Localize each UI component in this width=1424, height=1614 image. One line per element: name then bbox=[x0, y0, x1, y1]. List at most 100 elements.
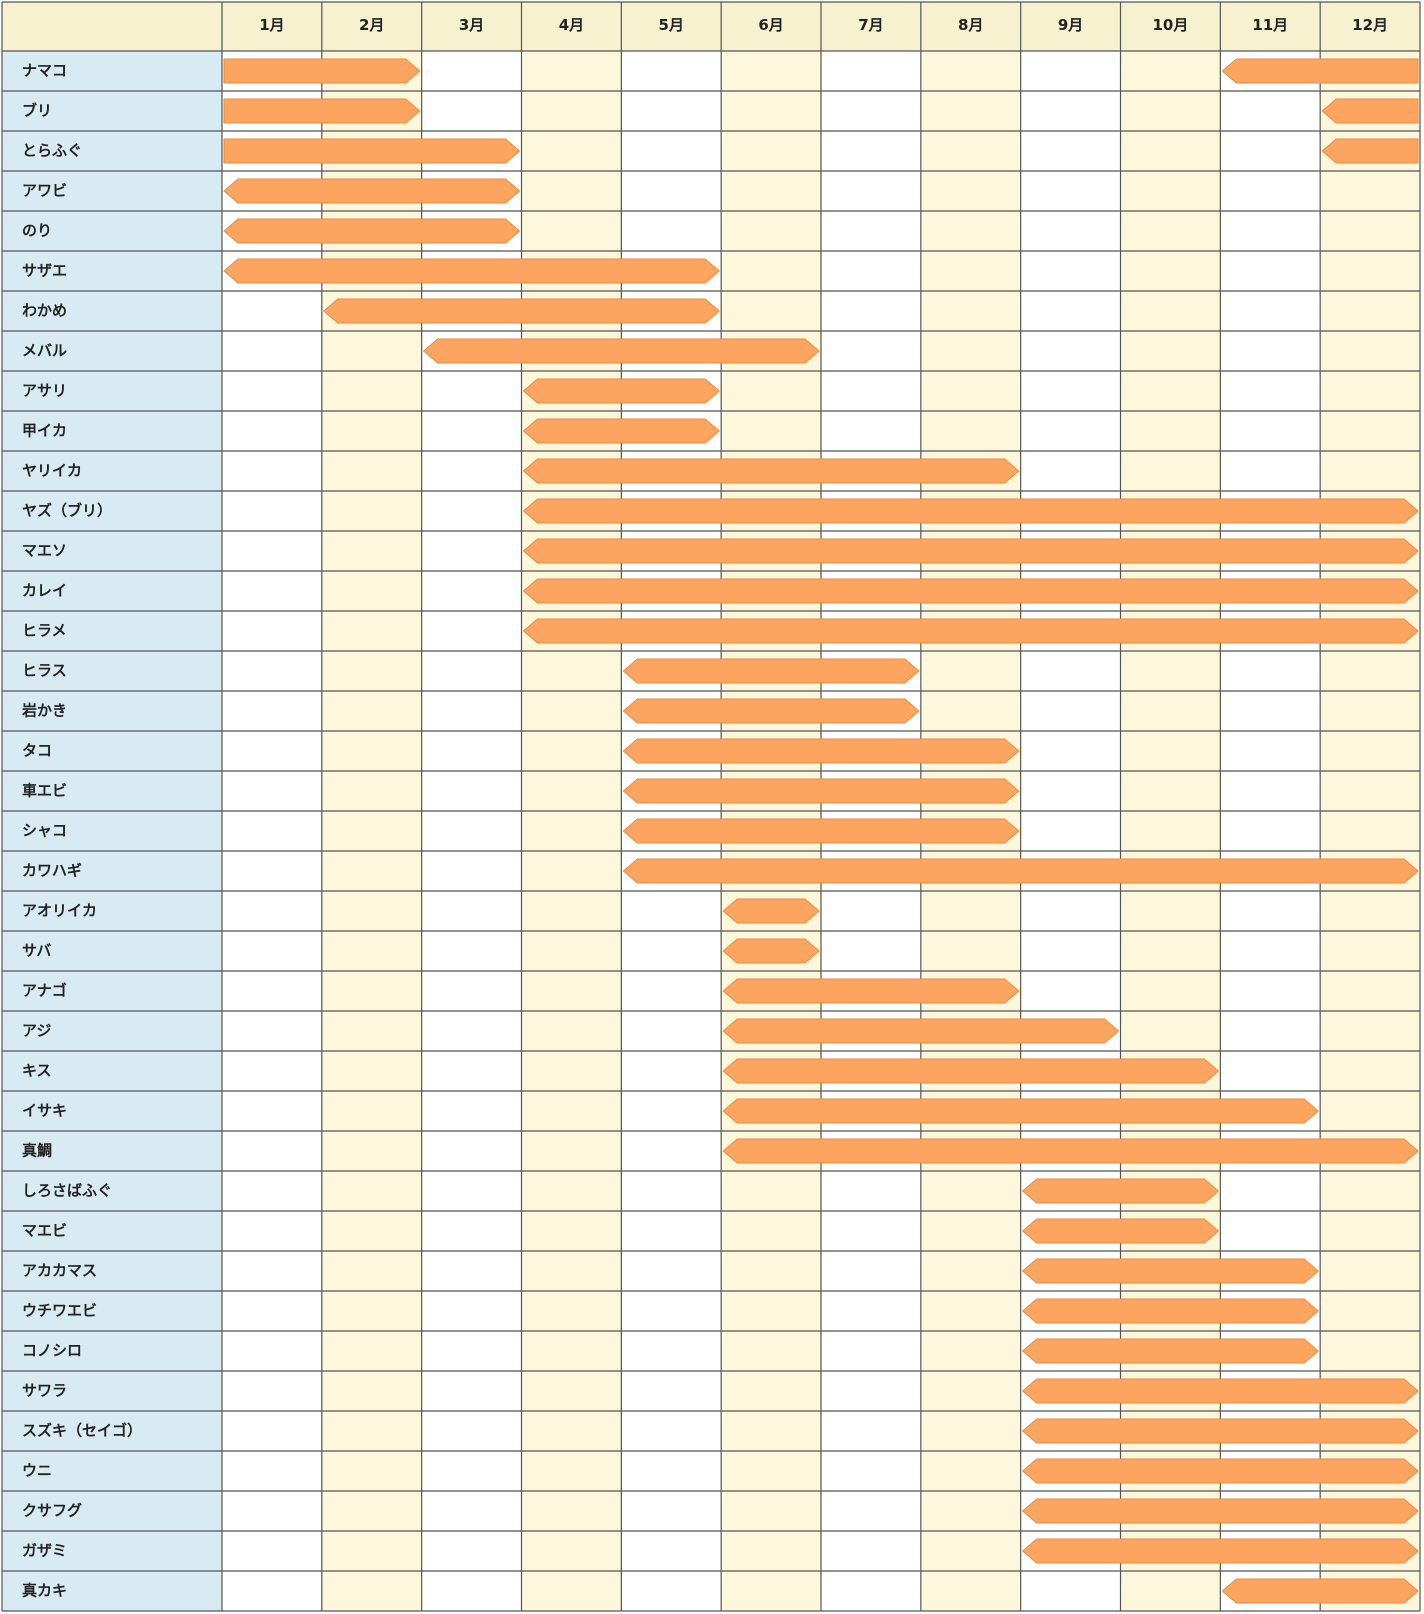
name-column-bg bbox=[2, 51, 222, 1611]
row-label: カワハギ bbox=[22, 862, 82, 880]
season-bar bbox=[622, 698, 920, 724]
row-label: スズキ（セイゴ） bbox=[22, 1422, 142, 1440]
row-label: ヤズ（ブリ） bbox=[22, 502, 112, 520]
month-column-bg bbox=[321, 51, 422, 1611]
season-bar bbox=[622, 738, 1020, 764]
season-bar bbox=[522, 538, 1419, 564]
row-label: メバル bbox=[22, 342, 67, 360]
season-bar bbox=[622, 778, 1020, 804]
month-column-bg bbox=[1220, 51, 1321, 1611]
season-bar bbox=[1321, 138, 1419, 164]
row-label: アカカマス bbox=[22, 1262, 97, 1280]
row-label: ヤリイカ bbox=[22, 462, 82, 480]
month-label: 7月 bbox=[858, 16, 883, 34]
season-bar bbox=[1021, 1218, 1220, 1244]
row-label: アナゴ bbox=[22, 982, 67, 1000]
row-label: アオリイカ bbox=[22, 902, 97, 920]
season-bar bbox=[1021, 1338, 1319, 1364]
header-bg bbox=[2, 2, 1420, 51]
month-label: 9月 bbox=[1058, 16, 1083, 34]
month-column-bg bbox=[1320, 51, 1420, 1611]
season-bar bbox=[722, 978, 1020, 1004]
row-label: ブリ bbox=[22, 102, 52, 120]
row-label: サザエ bbox=[22, 262, 67, 280]
season-bar bbox=[223, 178, 521, 204]
season-bar bbox=[722, 898, 820, 924]
season-bar bbox=[522, 578, 1419, 604]
row-label: クサフグ bbox=[22, 1502, 82, 1520]
row-label: マエソ bbox=[22, 542, 67, 560]
season-bar bbox=[1021, 1178, 1220, 1204]
row-label: わかめ bbox=[22, 302, 67, 320]
month-label: 4月 bbox=[559, 16, 584, 34]
row-label: アサリ bbox=[22, 382, 67, 400]
season-bar bbox=[622, 858, 1419, 884]
season-bar bbox=[1221, 58, 1419, 84]
month-column-bg bbox=[1020, 51, 1121, 1611]
season-bar bbox=[1321, 98, 1419, 124]
row-label: アジ bbox=[22, 1022, 51, 1040]
season-bar bbox=[522, 378, 720, 404]
season-bar bbox=[1021, 1298, 1319, 1324]
row-label: ヒラス bbox=[22, 662, 67, 680]
row-label: サワラ bbox=[22, 1382, 67, 1400]
season-bar bbox=[1021, 1378, 1419, 1404]
season-bar bbox=[223, 98, 421, 124]
row-label: イサキ bbox=[22, 1102, 67, 1120]
row-label: コノシロ bbox=[22, 1342, 82, 1360]
season-bar bbox=[1021, 1418, 1419, 1444]
season-bar bbox=[522, 498, 1419, 524]
season-bar bbox=[422, 338, 820, 364]
row-label: ガザミ bbox=[22, 1542, 67, 1560]
month-column-bg bbox=[1120, 51, 1221, 1611]
season-bar bbox=[622, 818, 1020, 844]
row-label: ウチワエビ bbox=[22, 1302, 97, 1320]
season-bar bbox=[1221, 1578, 1419, 1604]
row-label: サバ bbox=[22, 942, 51, 960]
season-bar bbox=[223, 258, 720, 284]
season-bar bbox=[722, 1098, 1319, 1124]
row-label: とらふぐ bbox=[22, 142, 82, 160]
season-bar bbox=[722, 1018, 1120, 1044]
row-label: キス bbox=[22, 1062, 52, 1080]
season-bar bbox=[323, 298, 720, 324]
month-column-bg bbox=[222, 51, 322, 1611]
season-bar bbox=[1021, 1458, 1419, 1484]
row-label: のり bbox=[22, 222, 52, 240]
row-label: タコ bbox=[22, 742, 52, 760]
season-bar bbox=[522, 458, 1020, 484]
row-label: 車エビ bbox=[22, 782, 67, 800]
month-column-bg bbox=[421, 51, 522, 1611]
season-bar bbox=[223, 58, 421, 84]
month-label: 1月 bbox=[259, 16, 284, 34]
season-bar bbox=[1021, 1538, 1419, 1564]
season-bar bbox=[722, 938, 820, 964]
month-label: 12月 bbox=[1352, 16, 1388, 34]
season-bar bbox=[722, 1138, 1419, 1164]
season-bar bbox=[522, 618, 1419, 644]
month-label: 2月 bbox=[359, 16, 384, 34]
row-label: ウニ bbox=[22, 1462, 52, 1480]
month-label: 3月 bbox=[459, 16, 484, 34]
row-label: ナマコ bbox=[22, 62, 67, 80]
season-bar bbox=[223, 138, 521, 164]
row-label: 真カキ bbox=[22, 1582, 67, 1600]
season-bar bbox=[1021, 1258, 1319, 1284]
month-column-bg bbox=[521, 51, 622, 1611]
month-label: 8月 bbox=[958, 16, 983, 34]
month-label: 6月 bbox=[758, 16, 783, 34]
season-bar bbox=[522, 418, 720, 444]
row-label: カレイ bbox=[22, 582, 67, 600]
month-label: 10月 bbox=[1152, 16, 1188, 34]
row-label: マエビ bbox=[22, 1222, 67, 1240]
row-label: 岩かき bbox=[21, 702, 67, 720]
row-label: ヒラメ bbox=[22, 622, 67, 640]
season-bar bbox=[722, 1058, 1220, 1084]
season-bar bbox=[622, 658, 920, 684]
row-label: 甲イカ bbox=[22, 422, 67, 440]
month-label: 11月 bbox=[1252, 16, 1288, 34]
row-label: アワビ bbox=[22, 182, 67, 200]
season-bar bbox=[223, 218, 521, 244]
row-label: シャコ bbox=[22, 822, 67, 840]
